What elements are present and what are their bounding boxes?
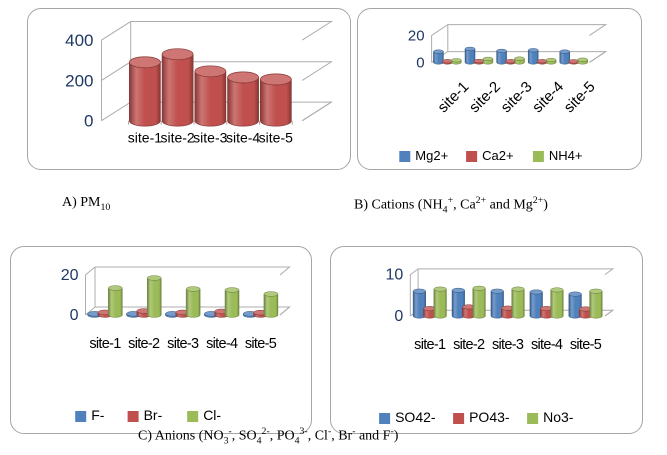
svg-text:20: 20 [61, 267, 79, 284]
svg-text:site-1: site-1 [414, 337, 446, 353]
svg-text:NH4+: NH4+ [549, 148, 583, 163]
svg-text:Br-: Br- [144, 407, 163, 423]
svg-text:site-3: site-3 [498, 78, 536, 116]
svg-text:PO43-: PO43- [469, 409, 510, 425]
svg-text:site-2: site-2 [466, 78, 504, 116]
svg-text:site-1: site-1 [434, 78, 472, 116]
svg-text:Mg2+: Mg2+ [415, 148, 448, 163]
svg-text:0: 0 [416, 54, 424, 71]
svg-text:site-5: site-5 [259, 130, 293, 146]
svg-text:site-2: site-2 [128, 336, 160, 352]
svg-text:site-5: site-5 [245, 336, 277, 352]
svg-text:site-4: site-4 [529, 78, 567, 116]
svg-text:10: 10 [386, 267, 404, 284]
svg-text:Ca2+: Ca2+ [482, 148, 513, 163]
svg-text:site-3: site-3 [492, 337, 524, 353]
svg-text:SO42-: SO42- [395, 409, 436, 425]
svg-text:site-5: site-5 [561, 78, 599, 116]
svg-text:No3-: No3- [543, 409, 574, 425]
svg-text:site-3: site-3 [167, 336, 199, 352]
svg-text:0: 0 [70, 307, 79, 324]
svg-text:site-4: site-4 [531, 337, 563, 353]
svg-text:200: 200 [65, 71, 93, 90]
svg-text:site-4: site-4 [226, 130, 260, 146]
svg-text:site-2: site-2 [453, 337, 485, 353]
svg-text:400: 400 [65, 31, 93, 50]
svg-text:0: 0 [394, 308, 403, 325]
svg-text:site-3: site-3 [193, 130, 227, 146]
svg-text:site-1: site-1 [89, 336, 121, 352]
svg-text:Cl-: Cl- [203, 407, 221, 423]
svg-text:site-1: site-1 [128, 130, 162, 146]
svg-text:20: 20 [408, 27, 425, 44]
svg-text:0: 0 [84, 112, 93, 131]
svg-text:site-4: site-4 [206, 336, 238, 352]
svg-text:site-2: site-2 [160, 130, 194, 146]
svg-text:F-: F- [91, 407, 105, 423]
svg-text:site-5: site-5 [570, 337, 602, 353]
